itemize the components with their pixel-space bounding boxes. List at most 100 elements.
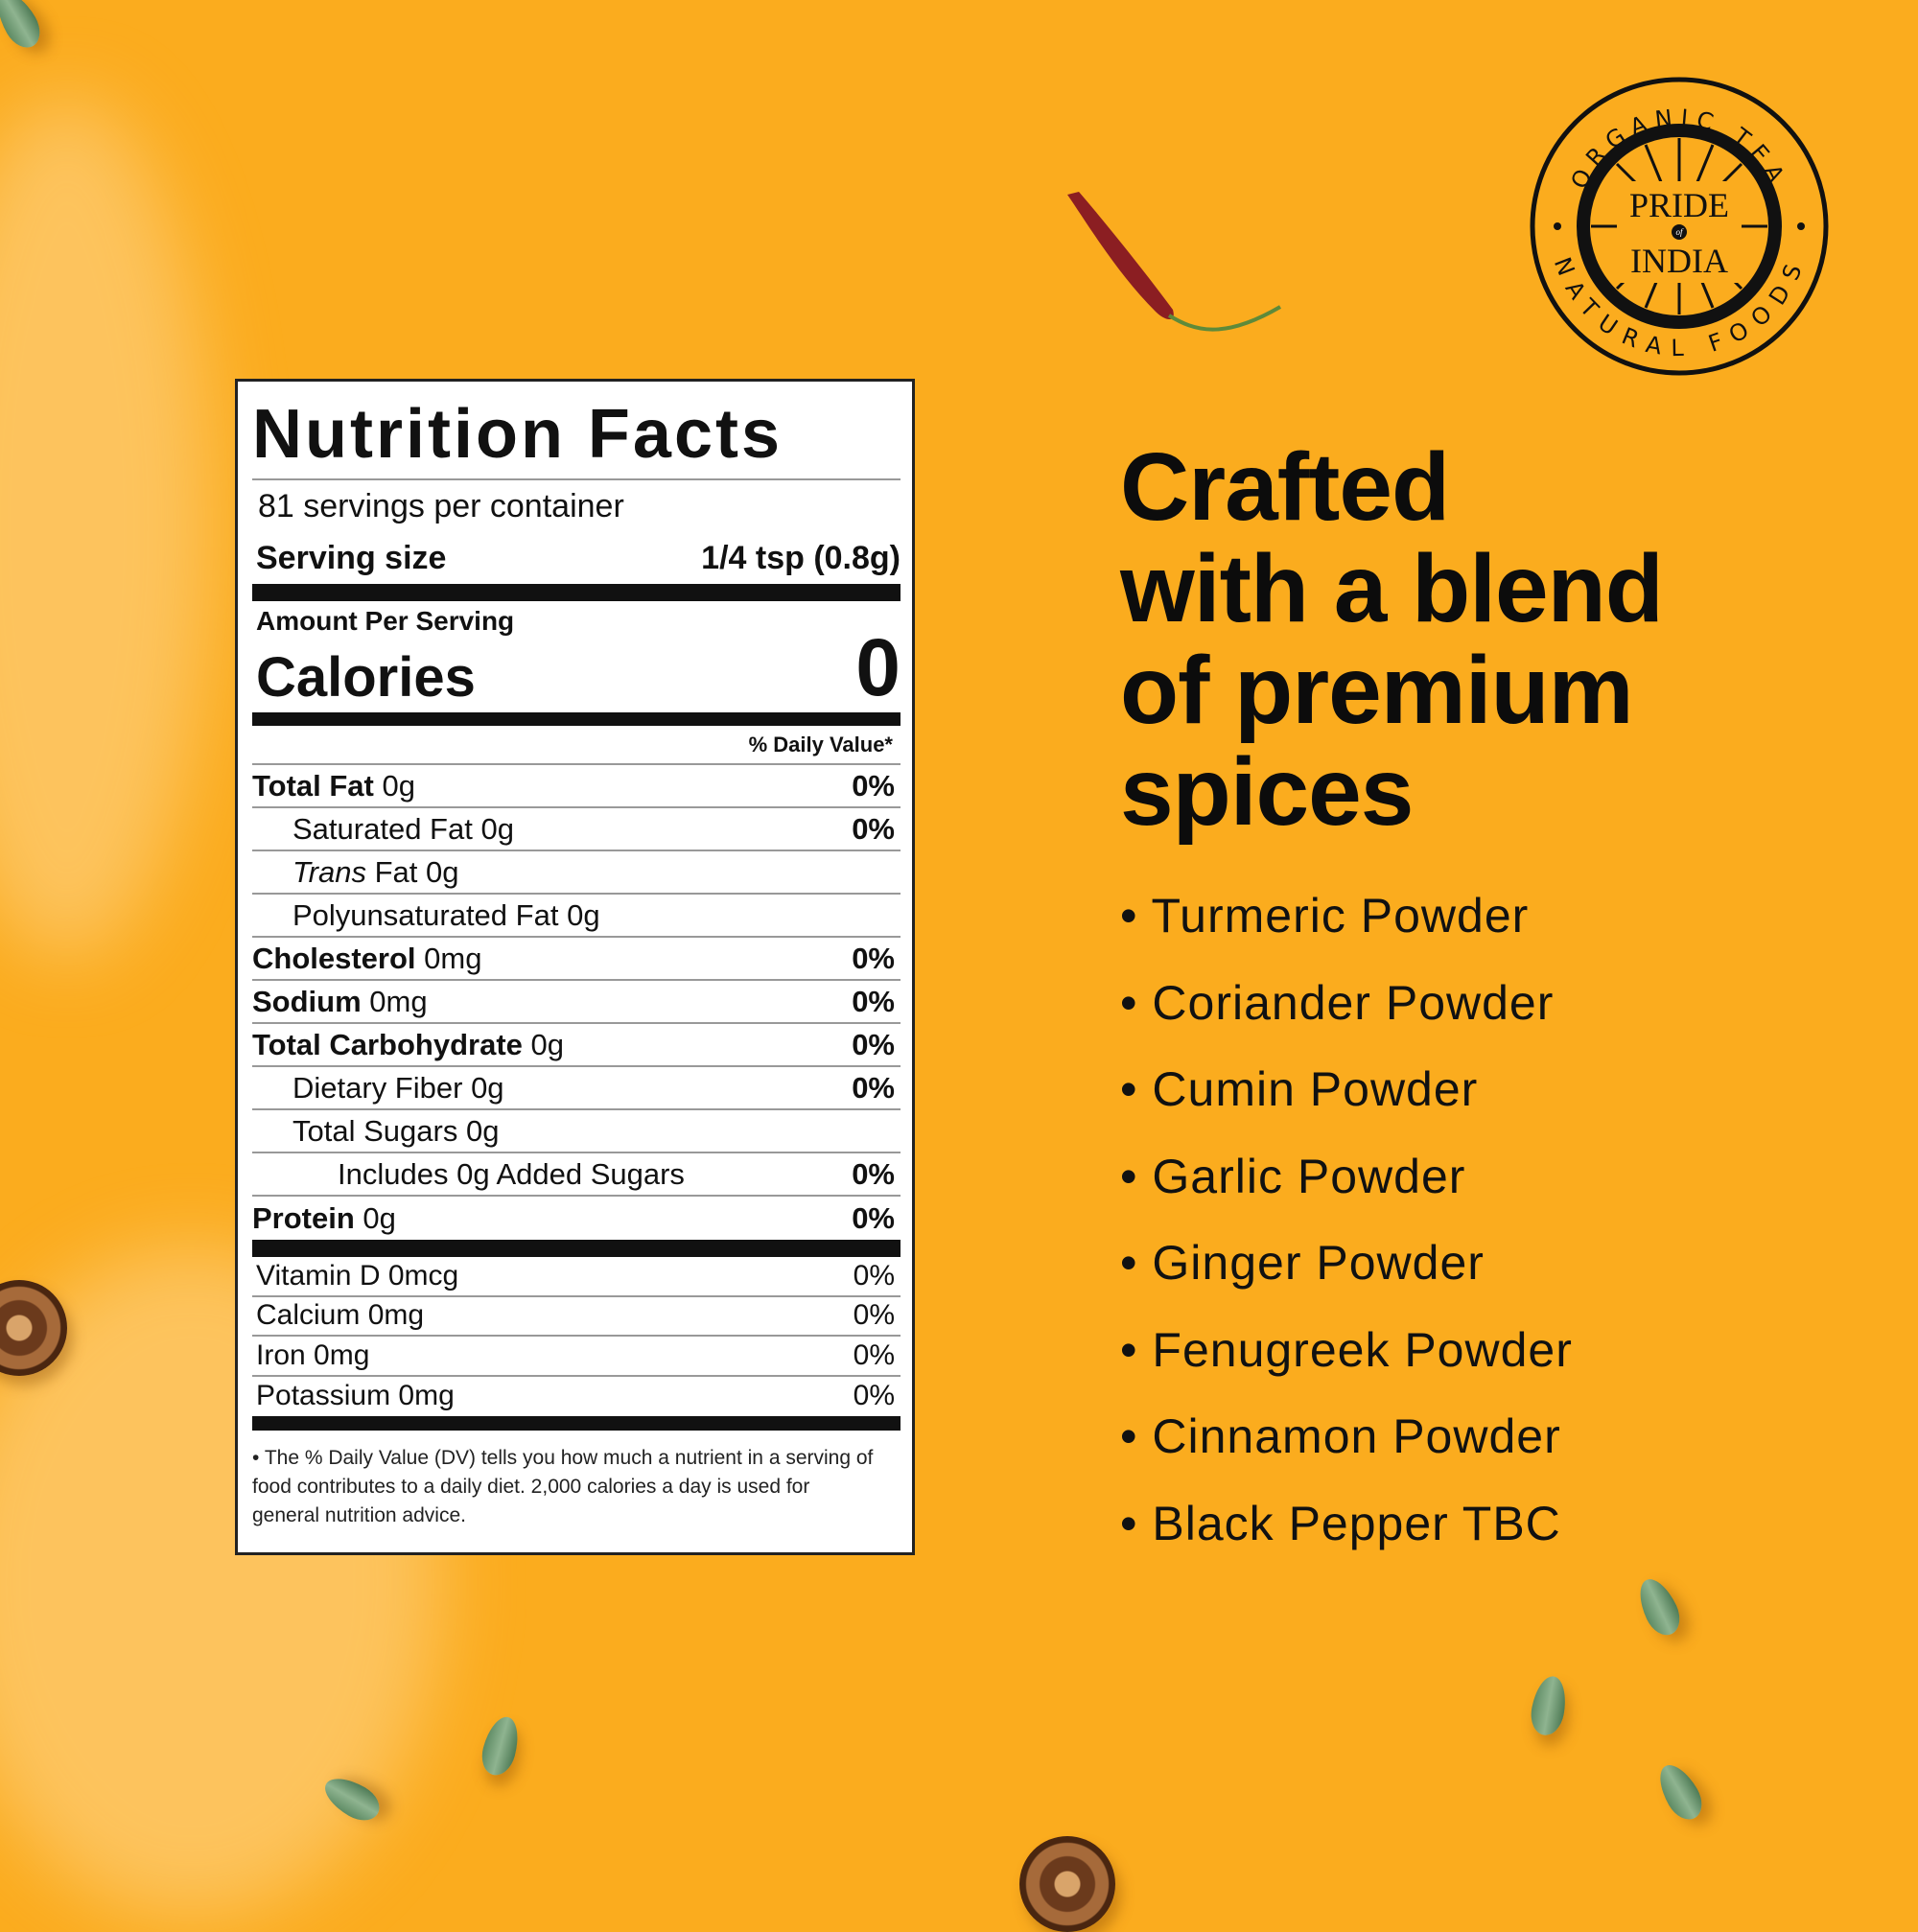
logo-brand-of: of bbox=[1675, 227, 1684, 237]
calories-left: Amount Per Serving Calories bbox=[256, 605, 514, 709]
nutrient-name: Saturated Fat bbox=[292, 811, 473, 846]
vitamin-dv: 0% bbox=[853, 1380, 895, 1412]
nutrient-dv: 0% bbox=[852, 1156, 895, 1191]
nutrient-row: Includes 0g Added Sugars 0% bbox=[252, 1153, 901, 1197]
vitamin-row: Potassium 0mg 0% bbox=[252, 1377, 901, 1417]
nutrient-dv: 0% bbox=[852, 941, 895, 975]
nutrient-row: Total Carbohydrate 0g 0% bbox=[252, 1024, 901, 1067]
pride-of-india-logo: PRIDE of INDIA ORGANIC TEA NATURAL FOODS bbox=[1530, 77, 1829, 376]
nutrient-amount: 0g bbox=[567, 897, 600, 932]
divider-thick bbox=[252, 584, 901, 601]
vitamin-name: Iron 0mg bbox=[256, 1338, 370, 1371]
nutrient-amount: 0mg bbox=[424, 941, 482, 975]
nutrient-label: Includes 0g Added Sugars bbox=[338, 1157, 685, 1192]
nutrient-label: Trans Fat 0g bbox=[292, 855, 458, 890]
footnote-text: The % Daily Value (DV) tells you how muc… bbox=[252, 1447, 874, 1526]
calories-value: 0 bbox=[855, 622, 901, 712]
headline-line: with a blend bbox=[1120, 535, 1664, 642]
star-anise-decoration bbox=[1019, 1836, 1115, 1932]
nutrient-amount: 0mg bbox=[369, 984, 428, 1018]
footnote: • The % Daily Value (DV) tells you how m… bbox=[252, 1447, 874, 1526]
nutrient-label: Polyunsaturated Fat 0g bbox=[292, 898, 600, 933]
nutrient-label: Protein 0g bbox=[252, 1201, 396, 1236]
vitamin-dv: 0% bbox=[853, 1299, 895, 1332]
serving-size-row: Serving size 1/4 tsp (0.8g) bbox=[252, 532, 901, 584]
nutrient-name: Sodium bbox=[252, 984, 362, 1018]
vitamin-name: Calcium 0mg bbox=[256, 1299, 425, 1332]
logo-brand-line1: PRIDE bbox=[1629, 186, 1729, 224]
calories-label: Calories bbox=[256, 646, 476, 709]
vitamin-row: Iron 0mg 0% bbox=[252, 1337, 901, 1377]
spice-item: Black Pepper TBC bbox=[1120, 1495, 1573, 1582]
amount-per-serving: Amount Per Serving bbox=[256, 606, 515, 636]
nutrient-name: Total Carbohydrate bbox=[252, 1027, 523, 1061]
nutrition-facts-label: Nutrition Facts 81 servings per containe… bbox=[235, 379, 915, 1555]
nutrient-row: Protein 0g 0% bbox=[252, 1197, 901, 1240]
nutrient-amount: 0g bbox=[480, 811, 514, 846]
spice-item: Cumin Powder bbox=[1120, 1060, 1573, 1148]
nutrient-row: Cholesterol 0mg 0% bbox=[252, 938, 901, 981]
nutrient-name: Cholesterol bbox=[252, 941, 416, 975]
nutrient-amount: 0g bbox=[530, 1027, 565, 1061]
divider-thick bbox=[252, 1416, 901, 1431]
nutrient-row: Trans Fat 0g bbox=[252, 851, 901, 895]
nutrient-row: Total Fat 0g 0% bbox=[252, 765, 901, 808]
nutrient-label: Cholesterol 0mg bbox=[252, 942, 481, 976]
vitamin-dv: 0% bbox=[853, 1259, 895, 1292]
vitamin-name: Potassium 0mg bbox=[256, 1380, 455, 1412]
nutrient-amount: 0g bbox=[382, 768, 415, 803]
leaf-decoration bbox=[1650, 1757, 1710, 1827]
nutrient-label: Total Sugars 0g bbox=[292, 1114, 499, 1149]
nutrient-row: Dietary Fiber 0g 0% bbox=[252, 1067, 901, 1110]
headline-line: Crafted bbox=[1120, 433, 1450, 541]
daily-value-header: % Daily Value* bbox=[252, 726, 901, 765]
nutrient-name: Includes 0g Added Sugars bbox=[338, 1156, 685, 1191]
nutrient-list: Total Fat 0g 0% Saturated Fat 0g 0% Trans Fa… bbox=[252, 765, 901, 1240]
chili-pepper-decoration bbox=[1067, 192, 1282, 332]
serving-size-value: 1/4 tsp (0.8g) bbox=[701, 539, 901, 576]
leaf-decoration bbox=[0, 0, 48, 55]
nutrient-name: Trans bbox=[292, 854, 366, 889]
spice-item: Ginger Powder bbox=[1120, 1234, 1573, 1321]
nutrient-amount: 0g bbox=[465, 1113, 500, 1148]
spice-item: Coriander Powder bbox=[1120, 974, 1573, 1061]
spice-list: Turmeric PowderCoriander PowderCumin Pow… bbox=[1120, 887, 1573, 1581]
nutrient-name: Total Sugars bbox=[292, 1113, 458, 1148]
nutrient-row: Polyunsaturated Fat 0g bbox=[252, 895, 901, 938]
nutrient-row: Sodium 0mg 0% bbox=[252, 981, 901, 1024]
spice-item: Garlic Powder bbox=[1120, 1148, 1573, 1235]
nutrition-title: Nutrition Facts bbox=[252, 386, 901, 480]
leaf-decoration bbox=[477, 1712, 525, 1780]
nutrient-dv: 0% bbox=[852, 1070, 895, 1105]
logo-brand-line2: INDIA bbox=[1630, 242, 1728, 280]
dv-header-text: % Daily Value* bbox=[748, 732, 893, 757]
vitamin-dv: 0% bbox=[853, 1338, 895, 1371]
nutrient-name: Total Fat bbox=[252, 768, 374, 803]
spice-item: Cinnamon Powder bbox=[1120, 1408, 1573, 1495]
nutrient-dv: 0% bbox=[852, 1200, 895, 1235]
smoke-decoration bbox=[0, 96, 211, 959]
serving-size-label: Serving size bbox=[256, 539, 447, 576]
servings-per-container: 81 servings per container bbox=[252, 480, 901, 532]
spice-item: Turmeric Powder bbox=[1120, 887, 1573, 974]
calories-row: Amount Per Serving Calories 0 bbox=[252, 601, 901, 712]
divider-thick bbox=[252, 712, 901, 726]
nutrient-name: Polyunsaturated Fat bbox=[292, 897, 559, 932]
nutrient-amount: 0g bbox=[471, 1070, 504, 1105]
vitamin-name: Vitamin D 0mcg bbox=[256, 1259, 459, 1292]
vitamin-row: Vitamin D 0mcg 0% bbox=[252, 1257, 901, 1297]
nutrient-dv: 0% bbox=[852, 1027, 895, 1061]
nutrient-dv: 0% bbox=[852, 811, 895, 846]
nutrient-name: Protein bbox=[252, 1200, 355, 1235]
headline: Crafted with a blend of premium spices bbox=[1120, 433, 1664, 846]
nutrient-label: Saturated Fat 0g bbox=[292, 812, 514, 847]
divider-thick bbox=[252, 1240, 901, 1257]
headline-line: spices bbox=[1120, 738, 1414, 846]
vitamin-row: Calcium 0mg 0% bbox=[252, 1297, 901, 1337]
nutrient-label: Sodium 0mg bbox=[252, 985, 428, 1019]
nutrient-amount: 0g bbox=[363, 1200, 396, 1235]
nutrient-row: Total Sugars 0g bbox=[252, 1110, 901, 1153]
servings-text: 81 servings per container bbox=[258, 487, 624, 524]
nutrient-dv: 0% bbox=[852, 984, 895, 1018]
nutrient-amount: Fat 0g bbox=[374, 854, 459, 889]
